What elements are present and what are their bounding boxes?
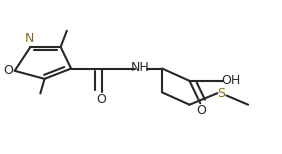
Text: OH: OH: [222, 74, 241, 87]
Text: N: N: [24, 32, 34, 45]
Text: O: O: [197, 104, 207, 117]
Text: S: S: [217, 87, 225, 100]
Text: NH: NH: [131, 61, 149, 74]
Text: O: O: [3, 64, 14, 77]
Text: O: O: [96, 93, 107, 106]
